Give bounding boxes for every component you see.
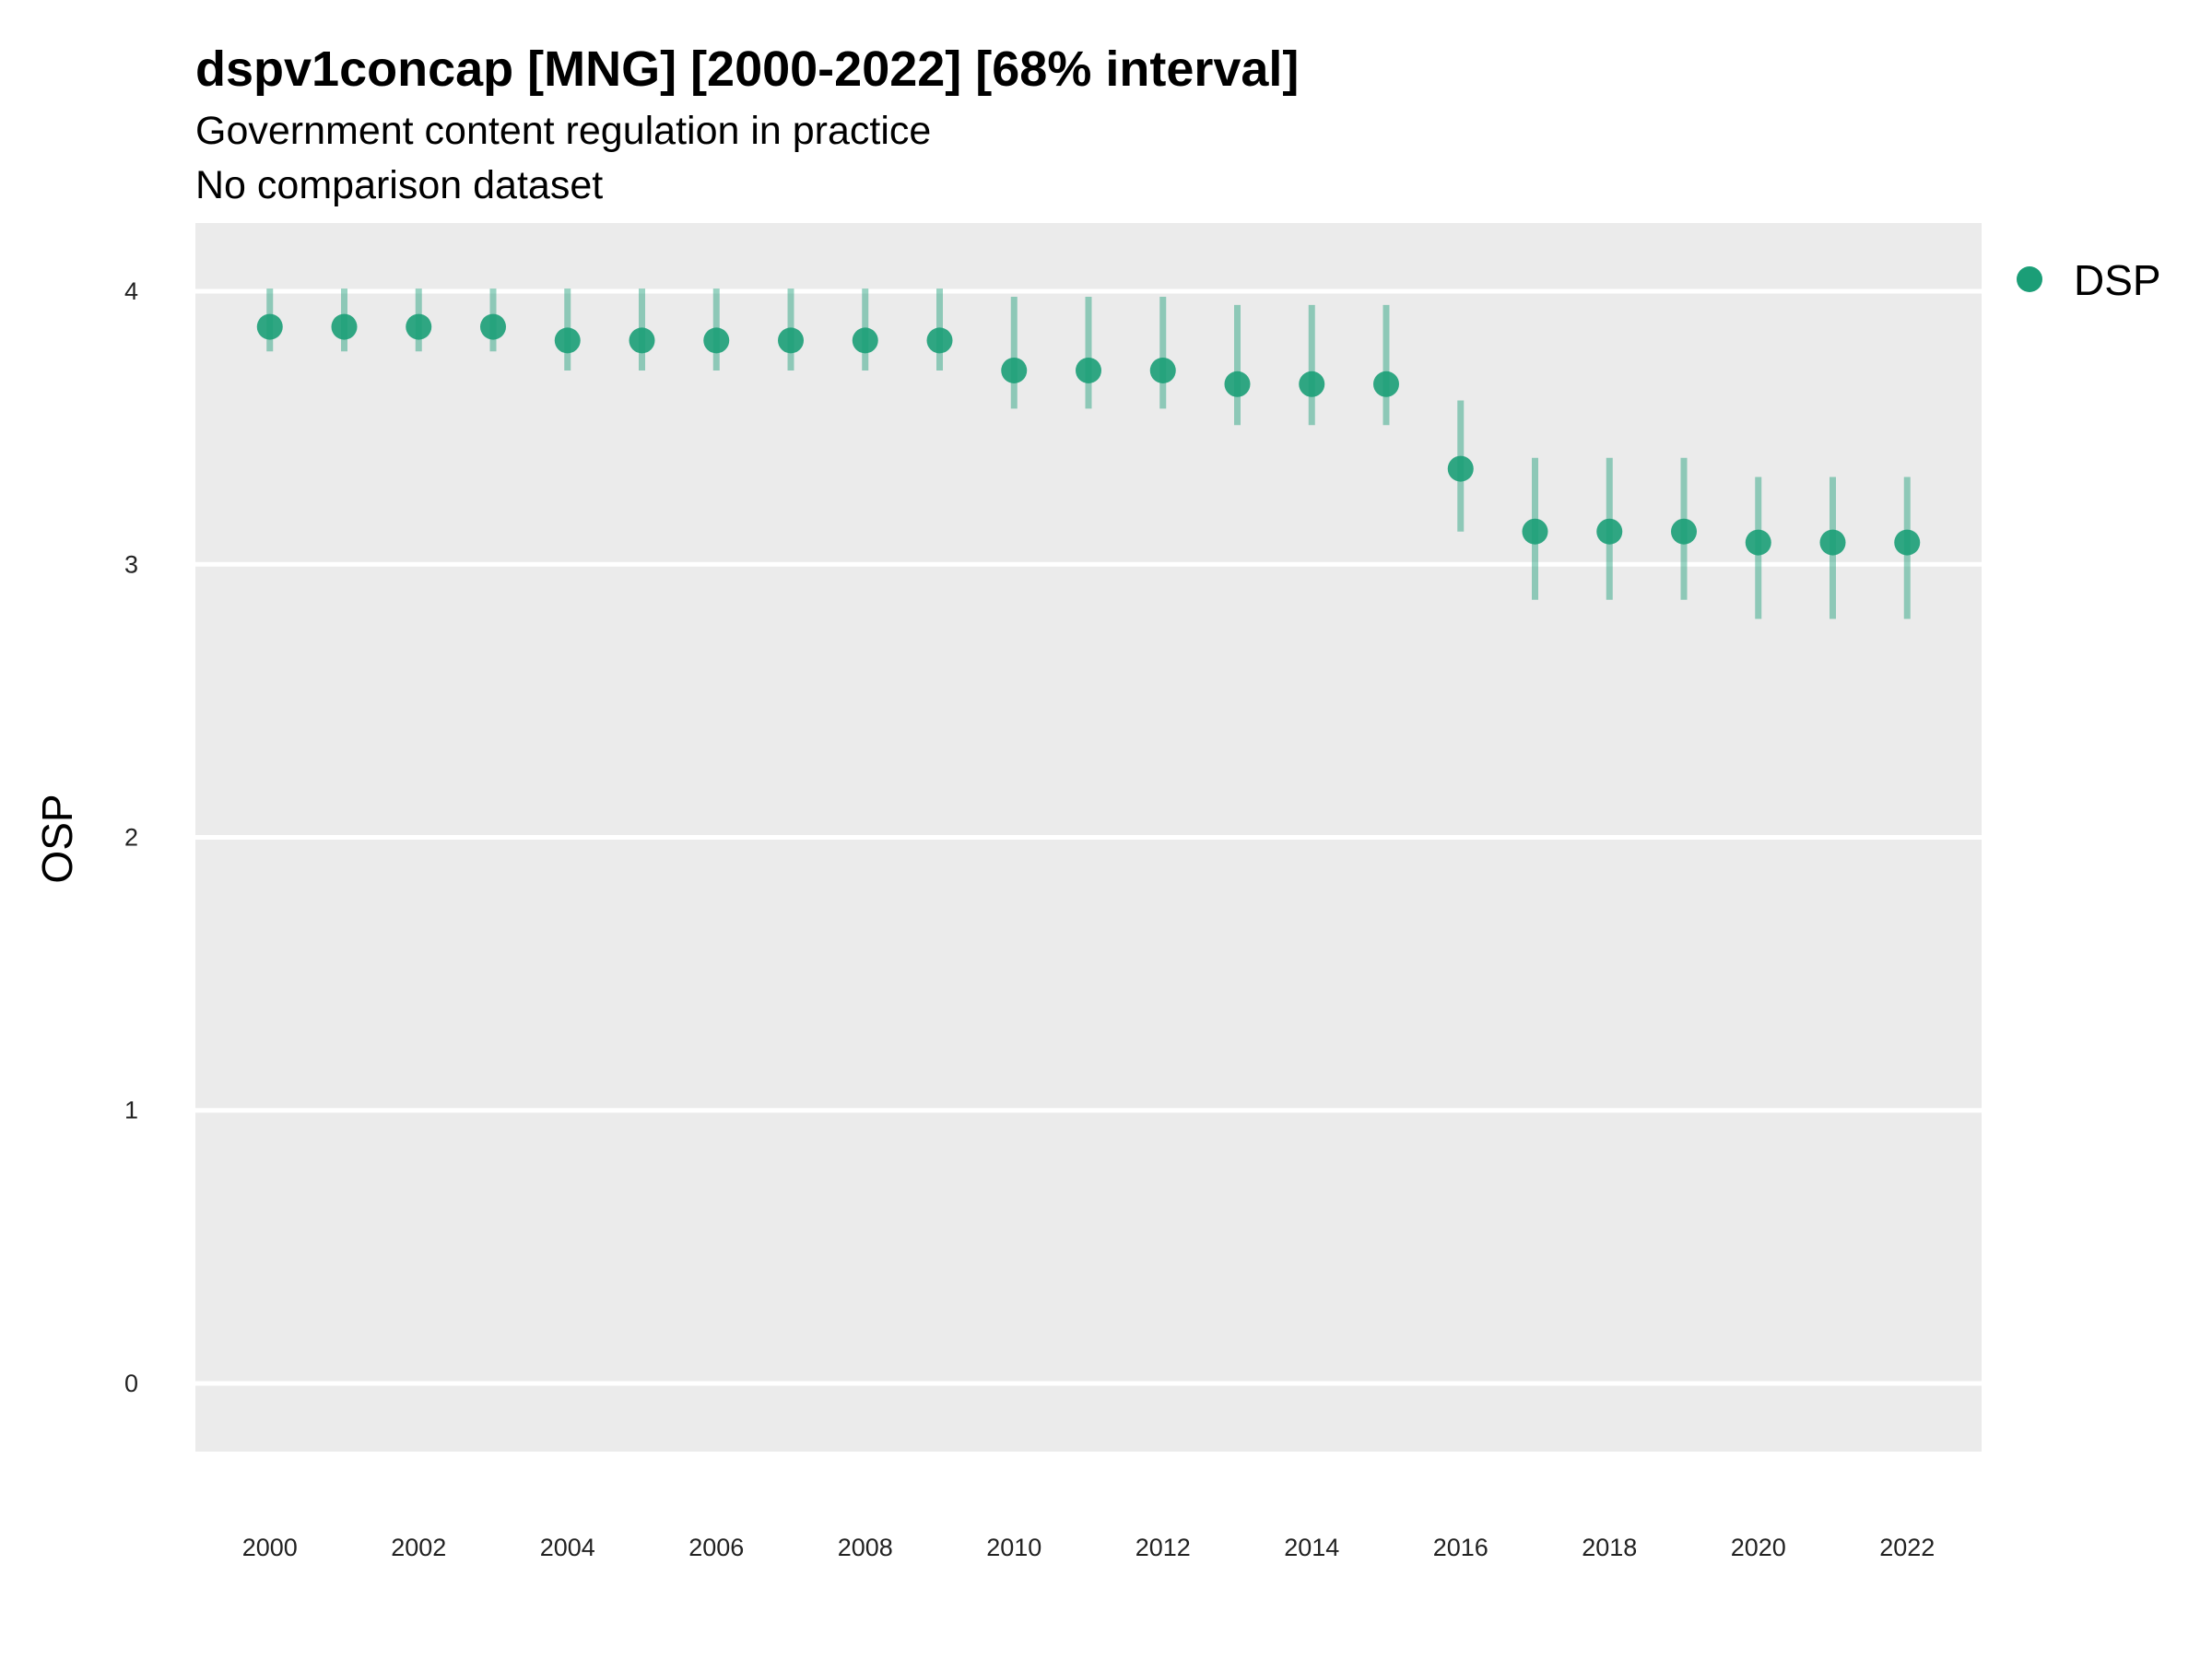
- data-point: [1745, 529, 1771, 556]
- data-point: [703, 327, 730, 354]
- data-point: [1001, 357, 1028, 383]
- x-tick-label: 2022: [1879, 1534, 1935, 1561]
- data-point: [778, 327, 804, 354]
- x-tick-label: 2016: [1433, 1534, 1488, 1561]
- y-tick-label: 4: [124, 277, 138, 305]
- x-tick-label: 2010: [986, 1534, 1041, 1561]
- data-point: [480, 313, 506, 340]
- data-point: [1447, 455, 1474, 482]
- y-tick-label: 0: [124, 1370, 138, 1397]
- x-tick-label: 2018: [1582, 1534, 1637, 1561]
- data-point: [1224, 371, 1251, 397]
- legend: DSP: [2017, 256, 2161, 304]
- data-point: [1299, 371, 1325, 397]
- data-point: [554, 327, 581, 354]
- x-tick-label: 2020: [1731, 1534, 1786, 1561]
- x-axis-ticks: 2000 2002 2004 2006 2008 2010 2012 2014 2016 2018…: [242, 1534, 1936, 1561]
- x-tick-label: 2002: [391, 1534, 446, 1561]
- data-point: [406, 313, 432, 340]
- legend-label-dsp: DSP: [2074, 256, 2161, 304]
- data-point: [1076, 357, 1101, 383]
- data-point: [1373, 371, 1399, 397]
- data-point: [1671, 518, 1697, 545]
- y-tick-label: 1: [124, 1097, 138, 1124]
- y-tick-label: 3: [124, 550, 138, 578]
- data-point: [1149, 357, 1176, 383]
- chart-subtitle: Government content regulation in practic…: [195, 109, 931, 153]
- data-point: [1894, 529, 1921, 556]
- y-tick-label: 2: [124, 824, 138, 852]
- data-points: [256, 313, 1921, 556]
- data-point: [926, 327, 953, 354]
- chart-subtitle-2: No comparison dataset: [195, 163, 603, 207]
- data-point: [331, 313, 358, 340]
- y-axis-title: OSP: [33, 794, 81, 883]
- legend-key-dsp: [2017, 266, 2042, 292]
- data-point: [629, 327, 655, 354]
- x-tick-label: 2014: [1284, 1534, 1339, 1561]
- data-point: [1819, 529, 1846, 556]
- data-point: [1522, 518, 1548, 545]
- x-tick-label: 2012: [1135, 1534, 1191, 1561]
- x-tick-label: 2000: [242, 1534, 298, 1561]
- data-point: [256, 313, 283, 340]
- x-tick-label: 2004: [540, 1534, 595, 1561]
- chart-title: dspv1concap [MNG] [2000-2022] [68% inter…: [195, 41, 1299, 97]
- gridlines: [195, 288, 1982, 1386]
- x-tick-label: 2006: [688, 1534, 744, 1561]
- data-point: [852, 327, 878, 354]
- data-point: [1596, 518, 1623, 545]
- x-tick-label: 2008: [838, 1534, 893, 1561]
- y-axis-ticks: 0 1 2 3 4: [124, 277, 138, 1397]
